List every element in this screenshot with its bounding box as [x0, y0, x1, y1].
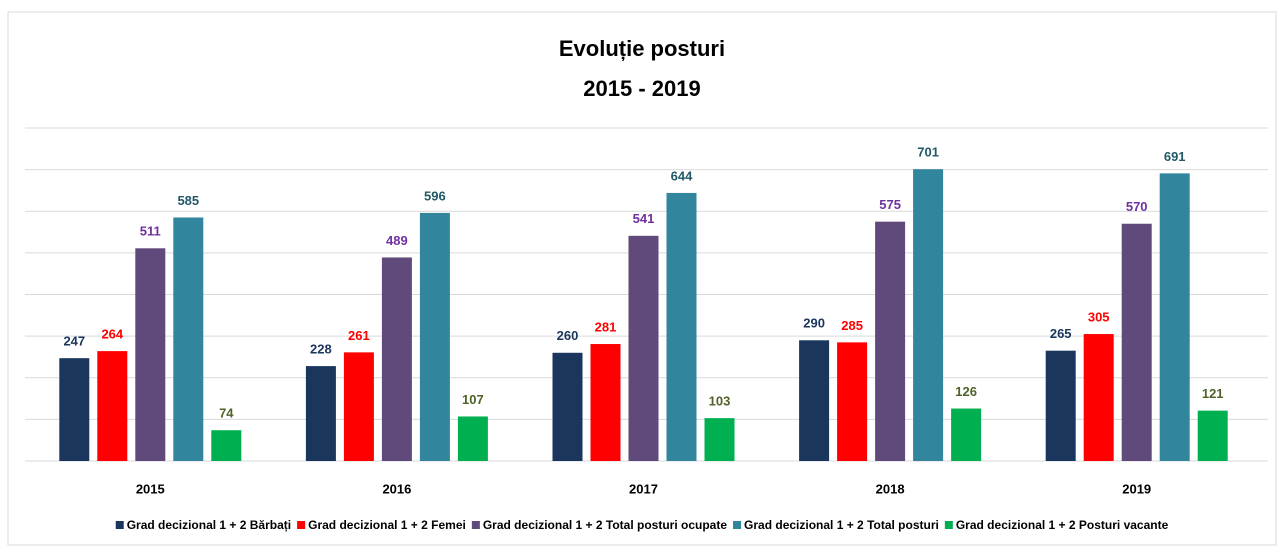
x-tick-label: 2016 [382, 481, 411, 496]
value-label: 511 [140, 224, 161, 239]
value-label: 265 [1050, 326, 1072, 341]
bar [211, 430, 242, 461]
bar [666, 192, 697, 461]
value-label: 644 [671, 168, 693, 183]
value-label: 489 [386, 233, 408, 248]
x-tick-label: 2017 [629, 481, 658, 496]
value-label: 281 [595, 319, 617, 334]
bar [419, 212, 450, 461]
value-label: 570 [1126, 199, 1148, 214]
x-tick-label: 2015 [136, 481, 165, 496]
value-label: 701 [917, 145, 939, 160]
bar [837, 342, 868, 461]
value-label: 585 [177, 193, 199, 208]
bar [875, 221, 906, 461]
bar [97, 351, 128, 461]
bar [799, 340, 830, 461]
legend-swatch [297, 521, 306, 529]
bar [1121, 223, 1152, 461]
legend-swatch [733, 521, 742, 529]
bar [343, 352, 374, 461]
legend-label: Grad decizional 1 + 2 Bărbați [127, 518, 291, 532]
legend-swatch [471, 521, 480, 529]
value-label: 290 [803, 316, 825, 331]
value-label: 247 [63, 334, 85, 349]
bar [381, 257, 412, 461]
legend-label: Grad decizional 1 + 2 Total posturi [744, 518, 939, 532]
chart-title: Evoluție posturi [559, 36, 725, 61]
value-label: 74 [219, 406, 234, 421]
value-label: 575 [879, 197, 901, 212]
bar [704, 418, 735, 461]
x-tick-label: 2019 [1122, 481, 1151, 496]
bar [173, 217, 204, 461]
bar [1159, 173, 1190, 461]
value-label: 305 [1088, 309, 1110, 324]
bar [913, 169, 944, 462]
legend-swatch [944, 521, 953, 529]
bar [951, 408, 982, 461]
bar [628, 235, 659, 461]
value-label: 126 [955, 384, 977, 399]
bar [305, 366, 336, 461]
value-label: 264 [101, 327, 123, 342]
value-label: 261 [348, 328, 370, 343]
legend-label: Grad decizional 1 + 2 Total posturi ocup… [483, 518, 727, 532]
value-label: 121 [1202, 386, 1224, 401]
bar [552, 352, 583, 461]
bar [135, 248, 166, 461]
bar [457, 416, 488, 461]
legend-label: Grad decizional 1 + 2 Femei [308, 518, 466, 532]
value-label: 285 [841, 318, 863, 333]
x-tick-label: 2018 [876, 481, 905, 496]
value-label: 103 [709, 394, 731, 409]
value-label: 228 [310, 342, 332, 357]
value-label: 107 [462, 392, 484, 407]
value-label: 260 [557, 328, 579, 343]
value-label: 691 [1164, 149, 1186, 164]
value-label: 541 [633, 211, 655, 226]
bar [1045, 350, 1076, 461]
bar [59, 358, 90, 461]
bar [1197, 410, 1228, 461]
bar [590, 344, 621, 461]
legend-label: Grad decizional 1 + 2 Posturi vacante [956, 518, 1169, 532]
value-label: 596 [424, 188, 446, 203]
chart-subtitle: 2015 - 2019 [583, 76, 700, 101]
legend-swatch [115, 521, 124, 529]
bar [1083, 334, 1114, 461]
